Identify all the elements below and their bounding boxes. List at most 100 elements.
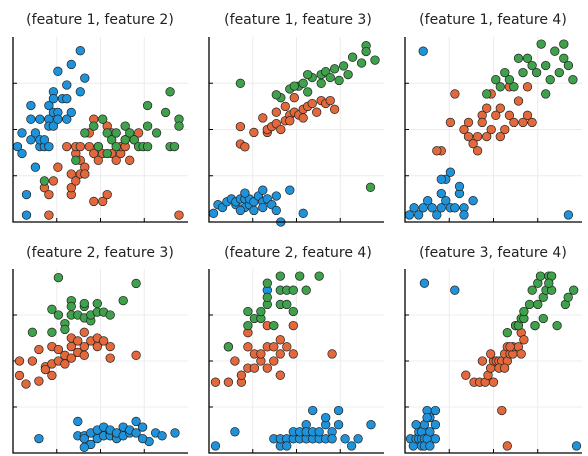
series-3-point bbox=[536, 39, 546, 49]
series-1-point bbox=[39, 135, 50, 145]
series-3-point bbox=[118, 295, 128, 306]
axis-frame bbox=[404, 37, 582, 223]
series-1-point bbox=[62, 114, 72, 124]
series-2-point bbox=[280, 101, 290, 112]
series-3-point bbox=[554, 67, 564, 78]
series-3-point bbox=[165, 87, 175, 97]
series-3-point bbox=[66, 301, 76, 312]
series-1-point bbox=[17, 148, 27, 159]
series-1-point bbox=[450, 285, 460, 295]
series-1-point bbox=[418, 203, 428, 213]
series-1-point bbox=[131, 428, 141, 438]
series-2-point bbox=[53, 162, 63, 172]
series-2-point bbox=[210, 377, 221, 387]
series-1-point bbox=[366, 420, 376, 430]
series-2-point bbox=[235, 121, 246, 132]
series-2-point bbox=[298, 113, 308, 123]
series-3-point bbox=[60, 324, 70, 335]
series-3-point bbox=[559, 53, 569, 63]
series-1-point bbox=[308, 405, 318, 416]
series-2-point bbox=[502, 441, 512, 451]
series-2-point bbox=[99, 336, 109, 346]
series-3-point bbox=[142, 141, 153, 152]
series-1-point bbox=[79, 442, 89, 452]
series-3-point bbox=[92, 298, 102, 309]
series-1-point bbox=[240, 188, 250, 198]
series-3-point bbox=[282, 299, 292, 310]
series-3-point bbox=[298, 78, 308, 88]
series-3-point bbox=[527, 285, 537, 295]
series-3-point bbox=[271, 90, 281, 100]
series-3-point bbox=[269, 320, 279, 331]
series-1-point bbox=[208, 208, 219, 218]
series-2-point bbox=[288, 349, 298, 359]
series-3-point bbox=[527, 60, 537, 71]
series-1-point bbox=[425, 427, 435, 437]
series-1-point bbox=[445, 167, 456, 177]
series-3-point bbox=[288, 285, 298, 295]
series-1-point bbox=[340, 434, 350, 444]
series-3-point bbox=[142, 100, 153, 111]
series-2-point bbox=[258, 113, 268, 123]
series-2-point bbox=[282, 342, 292, 352]
series-3-point bbox=[243, 320, 253, 331]
panel-title: (feature 2, feature 4) bbox=[224, 245, 372, 261]
series-2-point bbox=[288, 320, 298, 331]
series-3-point bbox=[39, 176, 50, 186]
series-1-point bbox=[422, 412, 432, 423]
series-1-point bbox=[271, 205, 281, 216]
series-3-point bbox=[98, 114, 108, 124]
series-1-point bbox=[563, 210, 574, 220]
series-1-point bbox=[409, 203, 419, 213]
series-2-point bbox=[105, 341, 115, 352]
series-1-point bbox=[571, 441, 582, 451]
series-3-point bbox=[563, 60, 574, 71]
series-1-point bbox=[249, 205, 259, 216]
series-3-point bbox=[329, 64, 340, 74]
series-1-point bbox=[411, 420, 421, 430]
series-3-point bbox=[120, 121, 130, 131]
series-1-point bbox=[430, 420, 441, 430]
series-1-point bbox=[17, 128, 27, 138]
series-2-point bbox=[262, 363, 272, 373]
series-1-point bbox=[436, 203, 446, 213]
panel-feature1-feature2: (feature 1, feature 2) bbox=[12, 12, 188, 223]
series-1-point bbox=[285, 185, 295, 195]
series-2-point bbox=[504, 110, 515, 120]
series-3-point bbox=[289, 81, 299, 91]
series-1-point bbox=[430, 434, 441, 444]
series-2-point bbox=[131, 350, 141, 360]
series-2-point bbox=[432, 146, 442, 156]
series-2-point bbox=[461, 370, 471, 380]
series-3-point bbox=[111, 128, 121, 138]
series-1-point bbox=[75, 46, 85, 56]
series-1-point bbox=[26, 100, 36, 111]
series-3-point bbox=[519, 306, 529, 317]
series-1-point bbox=[235, 205, 246, 216]
series-3-point bbox=[524, 299, 535, 310]
series-2-point bbox=[468, 139, 478, 149]
series-2-point bbox=[256, 349, 266, 359]
series-3-point bbox=[301, 285, 311, 295]
axis-frame bbox=[404, 269, 582, 454]
series-2-point bbox=[66, 353, 76, 363]
series-1-point bbox=[35, 114, 45, 124]
series-1-point bbox=[26, 135, 36, 145]
series-1-point bbox=[137, 433, 148, 444]
series-1-point bbox=[282, 441, 292, 451]
series-3-point bbox=[356, 58, 367, 68]
series-2-point bbox=[66, 183, 76, 193]
series-1-point bbox=[459, 210, 469, 220]
series-2-point bbox=[522, 110, 533, 120]
series-3-point bbox=[160, 107, 171, 118]
series-1-point bbox=[427, 203, 437, 213]
series-3-point bbox=[316, 78, 326, 88]
series-2-point bbox=[482, 131, 492, 142]
series-2-point bbox=[40, 364, 51, 375]
series-2-point bbox=[47, 370, 57, 381]
series-1-point bbox=[413, 210, 424, 220]
panel-feature2-feature3: (feature 2, feature 3) bbox=[12, 245, 188, 454]
series-1-point bbox=[298, 208, 308, 218]
series-3-point bbox=[27, 327, 38, 337]
